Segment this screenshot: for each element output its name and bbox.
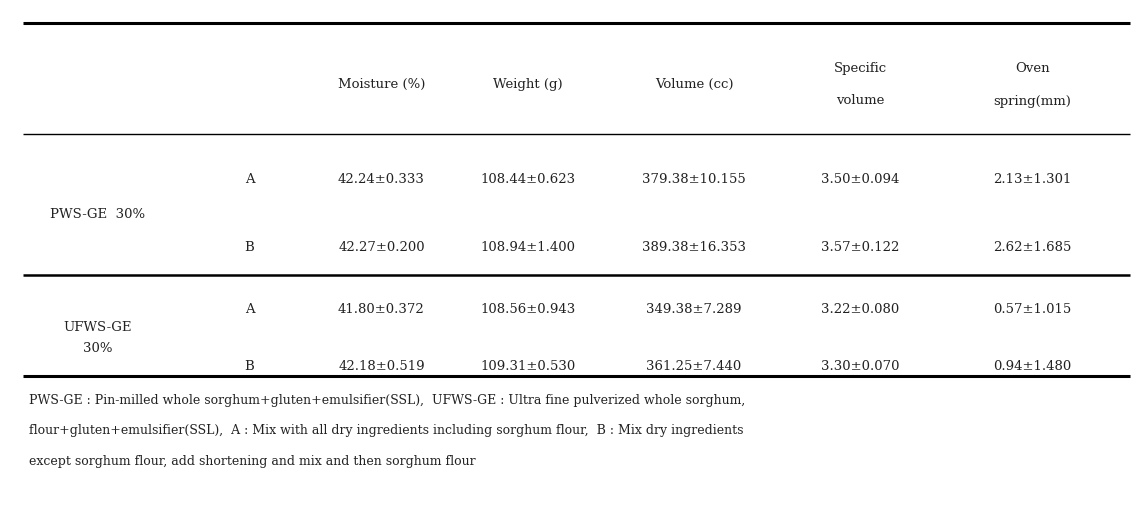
Text: 108.44±0.623: 108.44±0.623: [481, 173, 575, 186]
Text: 3.22±0.080: 3.22±0.080: [821, 302, 899, 316]
Text: 0.94±1.480: 0.94±1.480: [993, 360, 1071, 373]
Text: 3.30±0.070: 3.30±0.070: [821, 360, 899, 373]
Text: 108.56±0.943: 108.56±0.943: [479, 302, 576, 316]
Text: PWS-GE  30%: PWS-GE 30%: [50, 208, 145, 221]
Text: Volume (cc): Volume (cc): [655, 78, 733, 91]
Text: except sorghum flour, add shortening and mix and then sorghum flour: except sorghum flour, add shortening and…: [29, 454, 475, 468]
Text: Oven: Oven: [1015, 62, 1050, 75]
Text: Moisture (%): Moisture (%): [337, 78, 426, 91]
Text: A: A: [244, 302, 255, 316]
Text: 2.13±1.301: 2.13±1.301: [993, 173, 1071, 186]
Text: 361.25±7.440: 361.25±7.440: [646, 360, 742, 373]
Text: 30%: 30%: [83, 342, 112, 355]
Text: UFWS-GE: UFWS-GE: [63, 321, 132, 334]
Text: 389.38±16.353: 389.38±16.353: [642, 241, 746, 254]
Text: 379.38±10.155: 379.38±10.155: [642, 173, 746, 186]
Text: flour+gluten+emulsifier(SSL),  A : Mix with all dry ingredients including sorghu: flour+gluten+emulsifier(SSL), A : Mix wi…: [29, 424, 743, 437]
Text: 42.18±0.519: 42.18±0.519: [338, 360, 424, 373]
Text: 42.27±0.200: 42.27±0.200: [338, 241, 424, 254]
Text: 2.62±1.685: 2.62±1.685: [993, 241, 1071, 254]
Text: PWS-GE : Pin-milled whole sorghum+gluten+emulsifier(SSL),  UFWS-GE : Ultra fine : PWS-GE : Pin-milled whole sorghum+gluten…: [29, 394, 744, 407]
Text: Specific: Specific: [834, 62, 887, 75]
Text: spring(mm): spring(mm): [993, 94, 1071, 108]
Text: A: A: [244, 173, 255, 186]
Text: 42.24±0.333: 42.24±0.333: [338, 173, 424, 186]
Text: 349.38±7.289: 349.38±7.289: [646, 302, 742, 316]
Text: 0.57±1.015: 0.57±1.015: [993, 302, 1071, 316]
Text: B: B: [244, 360, 255, 373]
Text: 41.80±0.372: 41.80±0.372: [338, 302, 424, 316]
Text: B: B: [244, 241, 255, 254]
Text: 3.57±0.122: 3.57±0.122: [821, 241, 899, 254]
Text: 108.94±1.400: 108.94±1.400: [481, 241, 575, 254]
Text: 109.31±0.530: 109.31±0.530: [479, 360, 576, 373]
Text: 3.50±0.094: 3.50±0.094: [821, 173, 899, 186]
Text: Weight (g): Weight (g): [493, 78, 562, 91]
Text: volume: volume: [836, 94, 884, 108]
